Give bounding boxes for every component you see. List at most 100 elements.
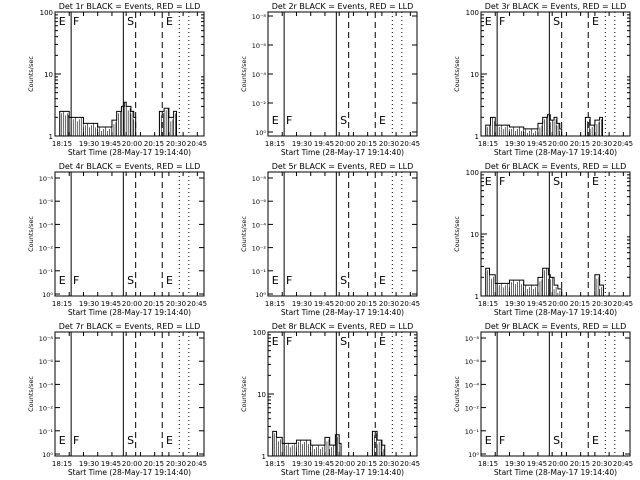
plot-frame: [54, 171, 205, 297]
y-tick-label: 10⁻²: [252, 100, 267, 108]
chart-title: Det 1r BLACK = Events, RED = LLD: [59, 2, 201, 11]
plot-frame: [480, 171, 631, 297]
marker-label: E: [592, 15, 599, 28]
x-tick-label: 20:30: [592, 460, 612, 468]
chart-title: Det 7r BLACK = Events, RED = LLD: [59, 322, 201, 331]
x-tick-label: 20:15: [144, 460, 164, 468]
x-tick-label: 20:00: [335, 140, 355, 148]
x-tick-label: 20:00: [122, 300, 142, 308]
y-tick-label: 10⁻⁶: [252, 198, 267, 206]
x-tick-label: 19:30: [79, 300, 99, 308]
y-tick-label: 10⁻⁸: [39, 335, 54, 343]
x-tick-label: 20:45: [400, 140, 420, 148]
marker-label: E: [379, 335, 386, 348]
x-tick-label: 20:45: [613, 460, 633, 468]
x-tick-label: 20:15: [357, 460, 377, 468]
x-tick-label: 19:30: [292, 140, 312, 148]
chart-title: Det 3r BLACK = Events, RED = LLD: [485, 2, 627, 11]
x-tick-label: 19:45: [527, 460, 547, 468]
marker-label: F: [499, 434, 505, 447]
y-tick-label: 10⁻²: [252, 245, 267, 253]
y-tick-label: 10: [470, 71, 479, 79]
x-tick-label: 20:45: [613, 140, 633, 148]
x-tick-label: 20:30: [166, 300, 186, 308]
x-tick-label: 20:30: [166, 460, 186, 468]
x-axis-label: Start Time (28-May-17 19:14:40): [68, 468, 191, 477]
marker-label: E: [485, 175, 492, 188]
y-tick-label: 1: [49, 133, 53, 141]
marker-label: E: [485, 15, 492, 28]
y-tick-label: 10⁰: [255, 129, 266, 137]
y-tick-label: 100: [466, 9, 479, 17]
x-tick-label: 18:15: [478, 460, 498, 468]
x-tick-label: 18:15: [265, 140, 285, 148]
marker-label: F: [286, 335, 292, 348]
marker-label: F: [499, 15, 505, 28]
y-tick-label: 10⁻²: [39, 245, 54, 253]
marker-label: E: [59, 274, 66, 287]
marker-label: S: [340, 274, 347, 287]
marker-label: E: [166, 15, 173, 28]
x-tick-label: 20:15: [570, 140, 590, 148]
y-tick-label: 10⁻²: [39, 405, 54, 413]
y-tick-label: 10⁻¹: [39, 268, 54, 276]
x-tick-label: 20:15: [570, 460, 590, 468]
marker-label: S: [127, 434, 134, 447]
x-tick-label: 19:30: [505, 140, 525, 148]
y-tick-label: 10⁻⁴: [252, 71, 267, 79]
marker-label: F: [73, 434, 79, 447]
marker-label: E: [59, 15, 66, 28]
marker-label: E: [272, 114, 279, 127]
y-axis-label: Counts/sec: [240, 376, 248, 412]
x-tick-label: 20:15: [357, 140, 377, 148]
x-tick-label: 20:15: [144, 140, 164, 148]
y-tick-label: 1: [475, 293, 479, 301]
marker-label: E: [272, 274, 279, 287]
marker-label: F: [73, 15, 79, 28]
y-axis-label: Counts/sec: [27, 376, 35, 412]
x-tick-label: 18:15: [52, 460, 72, 468]
y-axis-label: Counts/sec: [453, 56, 461, 92]
y-tick-label: 1: [262, 453, 266, 461]
marker-label: F: [286, 114, 292, 127]
x-tick-label: 20:45: [400, 460, 420, 468]
y-axis-label: Counts/sec: [240, 216, 248, 252]
x-tick-label: 20:30: [379, 300, 399, 308]
x-tick-label: 18:15: [478, 300, 498, 308]
plot-frame: [480, 331, 631, 457]
x-tick-label: 20:00: [122, 460, 142, 468]
marker-label: E: [379, 114, 386, 127]
x-tick-label: 20:30: [379, 460, 399, 468]
marker-label: E: [59, 434, 66, 447]
x-axis-label: Start Time (28-May-17 19:14:40): [281, 148, 404, 157]
x-tick-label: 20:45: [400, 300, 420, 308]
x-tick-label: 20:00: [548, 460, 568, 468]
y-tick-label: 10⁻⁸: [252, 13, 267, 21]
marker-label: F: [499, 175, 505, 188]
y-tick-label: 10⁻⁶: [39, 198, 54, 206]
x-tick-label: 20:45: [187, 460, 207, 468]
x-axis-label: Start Time (28-May-17 19:14:40): [68, 308, 191, 317]
marker-label: F: [286, 274, 292, 287]
x-tick-label: 18:15: [265, 300, 285, 308]
y-axis-label: Counts/sec: [27, 56, 35, 92]
x-axis-label: Start Time (28-May-17 19:14:40): [494, 468, 617, 477]
x-tick-label: 20:30: [592, 300, 612, 308]
y-tick-label: 10⁰: [255, 291, 266, 299]
x-tick-label: 20:30: [166, 140, 186, 148]
plot-frame: [267, 171, 418, 297]
x-tick-label: 19:45: [314, 300, 334, 308]
series-events-line: [485, 114, 603, 137]
y-tick-label: 10⁻¹: [252, 268, 267, 276]
x-tick-label: 20:45: [613, 300, 633, 308]
x-tick-label: 19:30: [292, 300, 312, 308]
x-tick-label: 19:45: [101, 140, 121, 148]
x-tick-label: 19:30: [292, 460, 312, 468]
y-tick-label: 10⁻²: [465, 405, 480, 413]
chart-title: Det 2r BLACK = Events, RED = LLD: [272, 2, 414, 11]
y-tick-label: 10⁻⁸: [465, 335, 480, 343]
x-tick-label: 20:00: [548, 140, 568, 148]
y-tick-label: 100: [466, 169, 479, 177]
y-tick-label: 10⁰: [42, 291, 53, 299]
marker-label: E: [166, 274, 173, 287]
